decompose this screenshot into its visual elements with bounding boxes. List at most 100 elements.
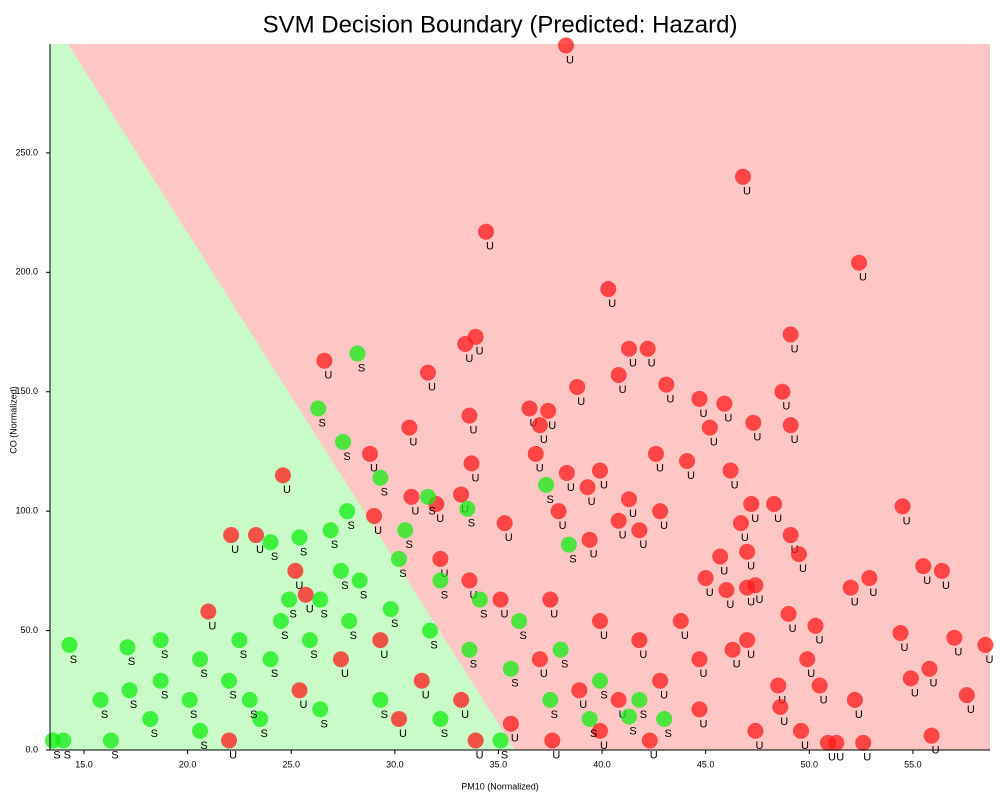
point-label: S <box>480 608 487 620</box>
point <box>550 503 567 520</box>
point-label: U <box>855 709 863 721</box>
point <box>361 445 378 462</box>
point-label: U <box>699 408 707 420</box>
point-label: S <box>590 728 597 740</box>
point-label: U <box>629 358 637 370</box>
point <box>432 710 449 727</box>
point-label: U <box>552 749 560 761</box>
point-label: S <box>360 589 367 601</box>
point-label: U <box>300 699 308 711</box>
point <box>521 400 538 417</box>
point-label: U <box>399 728 407 740</box>
point <box>747 577 764 594</box>
point-label: U <box>550 608 558 620</box>
point-label: S <box>260 728 267 740</box>
point-label: U <box>461 709 469 721</box>
point-label: U <box>755 740 763 752</box>
point-label: U <box>465 353 473 365</box>
point-label: U <box>828 752 836 764</box>
point <box>531 417 548 434</box>
point-label: U <box>751 513 759 525</box>
point <box>855 734 872 751</box>
point <box>846 691 863 708</box>
point <box>782 326 799 343</box>
point-label: U <box>774 513 782 525</box>
x-tick-label: 35.0 <box>490 759 508 769</box>
point <box>861 570 878 587</box>
point <box>192 722 209 739</box>
point <box>467 328 484 345</box>
point <box>335 433 352 450</box>
point-label: S <box>501 749 508 761</box>
point <box>621 708 638 725</box>
point-label: U <box>306 604 314 616</box>
point <box>538 476 555 493</box>
point <box>502 715 519 732</box>
point-label: S <box>310 649 317 661</box>
point <box>569 378 586 395</box>
point <box>745 414 762 431</box>
point-label: U <box>511 733 519 745</box>
point <box>722 462 739 479</box>
point <box>691 651 708 668</box>
point <box>382 601 399 618</box>
point <box>312 591 329 608</box>
point <box>291 529 308 546</box>
point <box>527 445 544 462</box>
point-label: U <box>807 668 815 680</box>
point <box>432 572 449 589</box>
point-label: U <box>566 54 574 66</box>
point-label: U <box>660 520 668 532</box>
point <box>401 419 418 436</box>
point <box>807 617 824 634</box>
point <box>540 402 557 419</box>
point-label: U <box>930 678 938 690</box>
point <box>542 591 559 608</box>
point-label: U <box>370 463 378 475</box>
x-tick-label: 55.0 <box>904 759 922 769</box>
point <box>349 345 366 362</box>
point <box>467 732 484 749</box>
point <box>372 632 389 649</box>
point-label: U <box>985 654 993 666</box>
point-label: U <box>476 346 484 358</box>
point-label: U <box>747 649 755 661</box>
point <box>92 691 109 708</box>
point <box>631 691 648 708</box>
point <box>579 479 596 496</box>
point <box>422 622 439 639</box>
point <box>181 691 198 708</box>
point <box>192 651 209 668</box>
point <box>679 453 696 470</box>
point <box>432 550 449 567</box>
point <box>610 367 627 384</box>
point-label: U <box>567 482 575 494</box>
point-label: U <box>954 647 962 659</box>
point-label: U <box>923 575 931 587</box>
point-label: U <box>505 532 513 544</box>
point-label: U <box>409 436 417 448</box>
point <box>774 383 791 400</box>
point-label: S <box>511 678 518 690</box>
point-label: U <box>799 563 807 575</box>
point-label: U <box>639 649 647 661</box>
point <box>652 672 669 689</box>
point-label: U <box>836 752 844 764</box>
point <box>790 546 807 563</box>
point <box>332 651 349 668</box>
point-label: U <box>859 272 867 284</box>
point-label: U <box>706 587 714 599</box>
point <box>372 691 389 708</box>
point-label: U <box>579 699 587 711</box>
point-label: S <box>430 639 437 651</box>
point-label: U <box>755 594 763 606</box>
point-label: U <box>726 599 734 611</box>
point-label: U <box>208 620 216 632</box>
point <box>310 400 327 417</box>
point <box>933 562 950 579</box>
point <box>492 591 509 608</box>
point-label: S <box>318 417 325 429</box>
point <box>463 455 480 472</box>
point-label: U <box>932 745 940 757</box>
point-label: U <box>548 420 556 432</box>
